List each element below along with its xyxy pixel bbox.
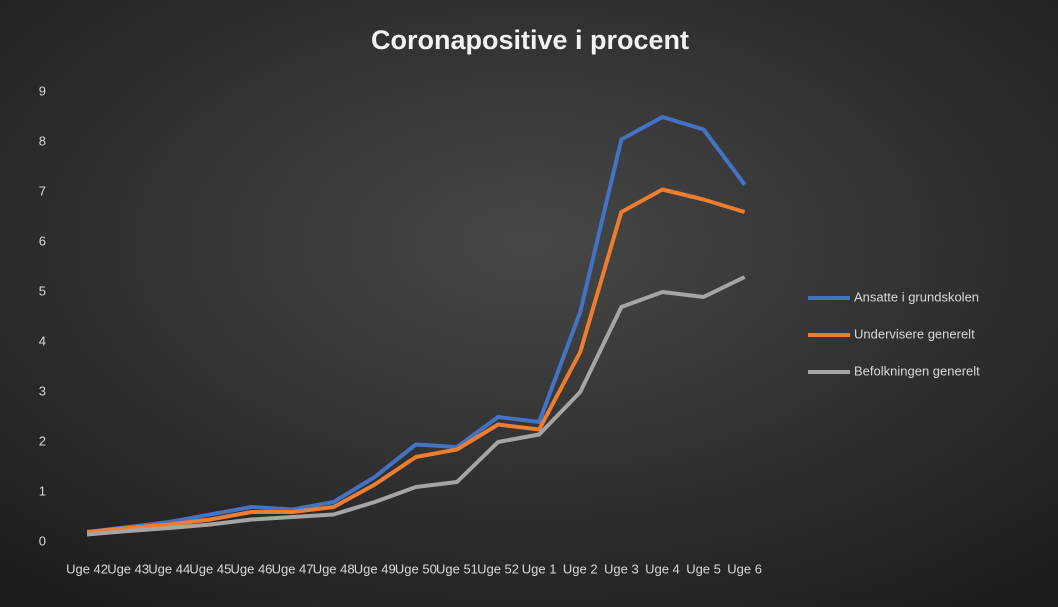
legend-label: Ansatte i grundskolen bbox=[854, 289, 979, 304]
x-tick-label: Uge 1 bbox=[522, 561, 557, 576]
y-tick-label: 7 bbox=[39, 183, 46, 198]
x-tick-label: Uge 48 bbox=[313, 561, 355, 576]
y-tick-label: 8 bbox=[39, 133, 46, 148]
x-tick-label: Uge 47 bbox=[272, 561, 314, 576]
y-tick-label: 1 bbox=[39, 483, 46, 498]
x-tick-label: Uge 50 bbox=[395, 561, 437, 576]
series-line bbox=[86, 275, 746, 537]
x-tick-label: Uge 4 bbox=[645, 561, 680, 576]
x-tick-label: Uge 43 bbox=[107, 561, 149, 576]
y-tick-label: 5 bbox=[39, 283, 46, 298]
x-tick-label: Uge 45 bbox=[189, 561, 231, 576]
series-line bbox=[86, 187, 746, 534]
legend-label: Undervisere generelt bbox=[854, 326, 975, 341]
legend-label: Befolkningen generelt bbox=[854, 363, 980, 378]
x-tick-label: Uge 6 bbox=[727, 561, 762, 576]
x-tick-label: Uge 3 bbox=[604, 561, 639, 576]
y-tick-label: 0 bbox=[39, 533, 46, 548]
y-tick-label: 2 bbox=[39, 433, 46, 448]
y-tick-label: 4 bbox=[39, 333, 46, 348]
x-tick-label: Uge 51 bbox=[436, 561, 478, 576]
x-tick-label: Uge 52 bbox=[477, 561, 519, 576]
x-tick-label: Uge 46 bbox=[230, 561, 272, 576]
x-tick-label: Uge 2 bbox=[563, 561, 598, 576]
x-tick-label: Uge 44 bbox=[148, 561, 190, 576]
x-tick-label: Uge 5 bbox=[686, 561, 721, 576]
series-line bbox=[86, 115, 747, 534]
y-tick-label: 6 bbox=[39, 233, 46, 248]
y-tick-label: 9 bbox=[39, 83, 46, 98]
x-tick-label: Uge 49 bbox=[354, 561, 396, 576]
y-tick-label: 3 bbox=[39, 383, 46, 398]
chart-title: Coronapositive i procent bbox=[371, 25, 689, 55]
x-tick-label: Uge 42 bbox=[66, 561, 108, 576]
